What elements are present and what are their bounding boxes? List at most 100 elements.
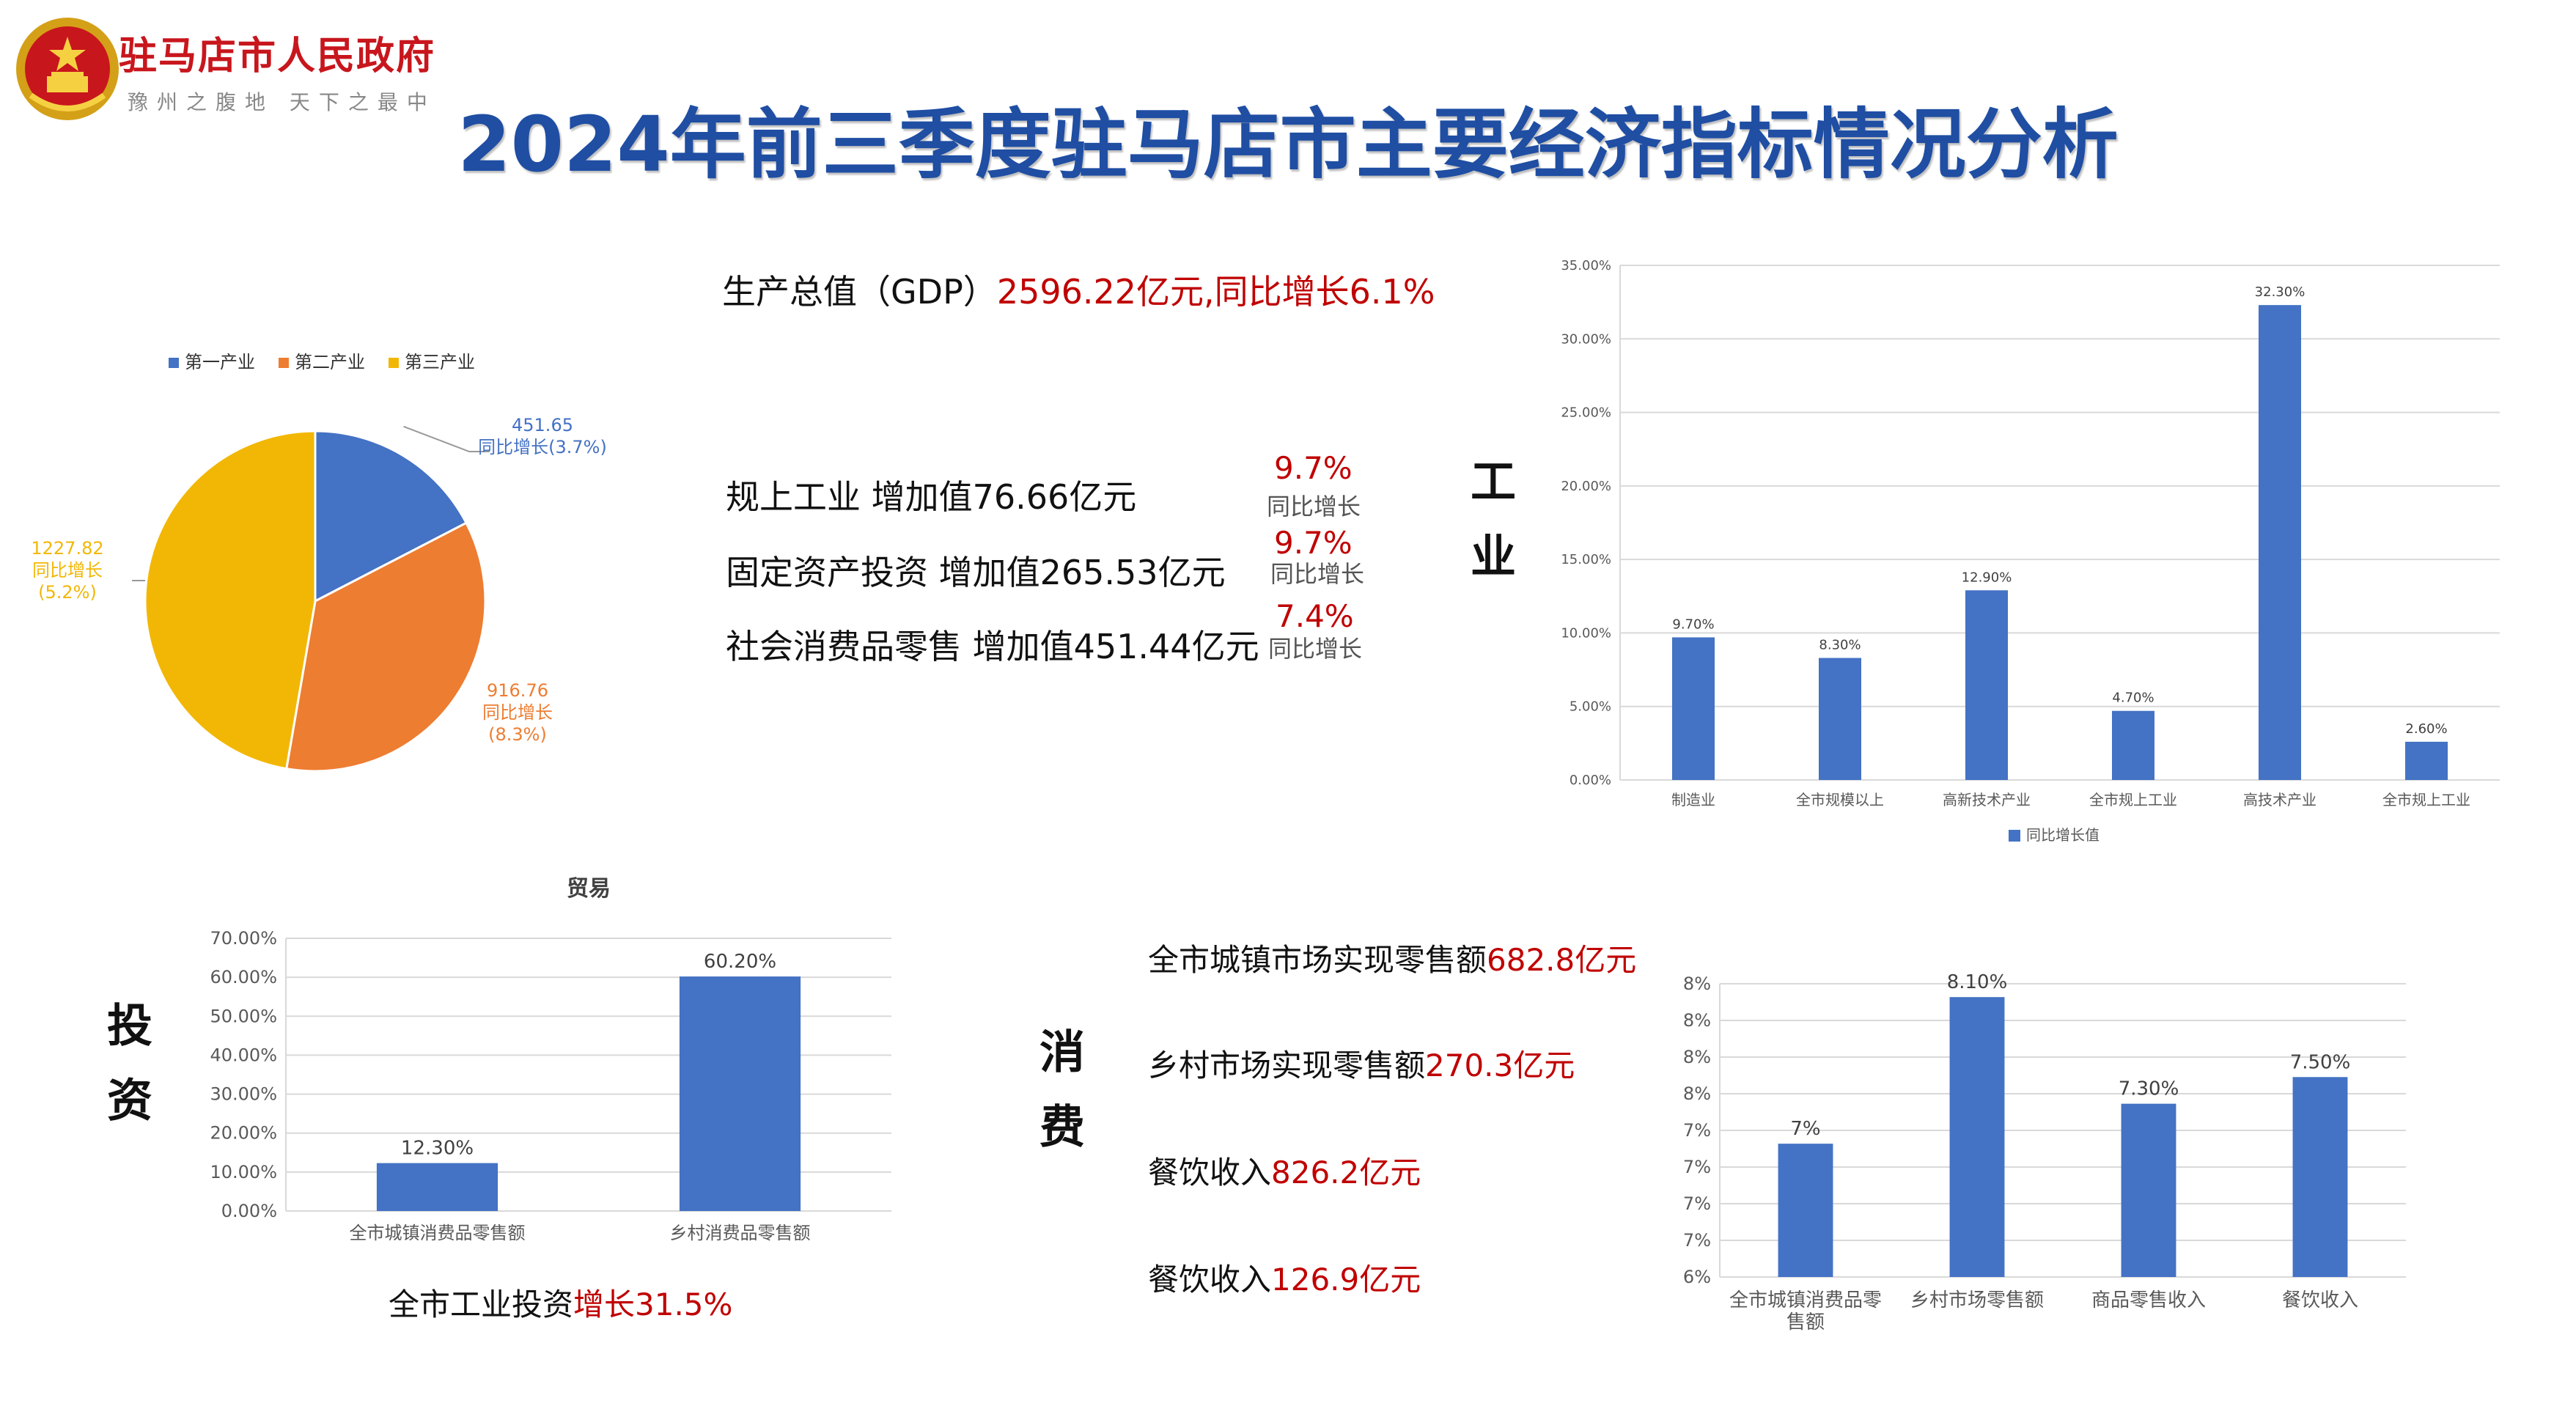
x-category-label: 餐饮收入 [2282,1289,2358,1311]
x-category-label: 商品零售收入 [2091,1289,2206,1311]
section-label-industry: 工业 [1462,457,1516,607]
y-tick-label: 30.00% [1561,331,1611,347]
x-category-label: 制造业 [1671,791,1715,809]
consumption-text-3: 餐饮收入826.2亿元 [1148,1148,1421,1193]
consumption-bar-chart: 6% 7% 7% 7% 7% 8% 8% 8% 8% 7% 全市城镇消费品零售额 8.10% 乡村市场零… [1683,971,2406,1333]
bar [1819,658,1861,780]
bar [1672,637,1715,780]
bar-data-label: 4.70% [2112,691,2154,706]
indicator-industry-note: 同比增长 [1267,493,1361,520]
pie-data-label-extra: (5.2%) [38,582,97,603]
section-label-investment: 投资 [99,1001,152,1151]
page-title: 2024年前三季度驻马店市主要经济指标情况分析 [457,100,2119,189]
x-category-label: 全市规上工业 [2089,791,2177,809]
y-tick-label: 25.00% [1561,405,1611,421]
x-category-label-cont: 售额 [1786,1311,1825,1333]
y-tick-label: 7% [1683,1157,1711,1177]
consumption-text-value: 826.2亿元 [1271,1155,1421,1190]
investment-caption-value: 增长31.5% [573,1287,733,1322]
y-tick-label: 8% [1683,1047,1711,1067]
pie-data-label-note: 同比增长 [482,702,553,723]
y-tick-label: 7% [1683,1230,1711,1251]
x-category-label: 乡村市场零售额 [1910,1289,2044,1311]
y-tick-label: 40.00% [210,1045,277,1065]
investment-caption: 全市工业投资增长31.5% [389,1280,732,1325]
x-category-label: 高技术产业 [2243,791,2316,809]
consumption-text-value: 270.3亿元 [1425,1048,1575,1083]
pie-data-label-note: 同比增长(3.7%) [478,437,607,457]
bar [1778,1144,1833,1277]
y-tick-label: 10.00% [1561,625,1611,641]
pie-data-label-value: 1227.82 [31,538,103,559]
y-tick-label: 8% [1683,974,1711,994]
y-tick-label: 8% [1683,1083,1711,1104]
consumption-text-label: 全市城镇市场实现零售额 [1148,942,1487,978]
bar-data-label: 60.20% [704,951,776,973]
bar-data-label: 12.90% [1962,570,2012,585]
consumption-text-1: 全市城镇市场实现零售额682.8亿元 [1148,935,1636,980]
bar [2259,305,2301,780]
y-tick-label: 15.00% [1561,552,1611,567]
bar [679,976,801,1211]
pie-data-label-note: 同比增长 [32,560,103,581]
pie-leader-line [403,425,490,452]
y-tick-label: 20.00% [1561,479,1611,494]
y-tick-label: 0.00% [1569,773,1611,788]
bar [2112,710,2154,780]
pie-slice [284,521,487,773]
org-slogan: 豫州之腹地 天下之最中 [128,90,436,114]
investment-caption-label: 全市工业投资 [389,1287,574,1322]
pie-data-label-value: 916.76 [487,680,548,701]
pie-slice [144,430,317,770]
indicator-industry-label: 规上工业 增加值76.66亿元 [726,477,1137,517]
y-tick-label: 5.00% [1569,699,1611,715]
bar-data-label: 8.10% [1947,971,2008,993]
bar [2292,1077,2348,1277]
x-category-label: 全市规模以上 [1796,791,1884,809]
gdp-value: 2596.22亿元,同比增长6.1% [996,272,1435,312]
y-tick-label: 7% [1683,1193,1711,1214]
y-tick-label: 30.00% [210,1084,277,1105]
bar-data-label: 32.30% [2255,284,2305,300]
legend-swatch [2009,830,2020,842]
indicator-investment-pct: 9.7% [1274,525,1353,561]
bar-data-label: 9.70% [1672,617,1714,632]
bar-data-label: 7.30% [2119,1078,2179,1100]
y-tick-label: 20.00% [210,1123,277,1144]
legend-label: 第三产业 [405,352,475,372]
bar-data-label: 2.60% [2405,721,2447,737]
bar-data-label: 7% [1790,1118,1820,1140]
y-tick-label: 0.00% [221,1201,277,1221]
x-category-label: 乡村消费品零售额 [670,1223,811,1243]
trade-bar-chart: 0.00% 10.00% 20.00% 30.00% 40.00% 50.00% 60.00… [210,876,891,1243]
industry-growth-bar-chart: 0.00% 5.00% 10.00% 15.00% 20.00% 25.00% 30.00%… [1561,258,2500,844]
consumption-text-value: 126.9亿元 [1271,1262,1421,1298]
bar [1965,590,2008,780]
bar-data-label: 7.50% [2290,1051,2351,1073]
bar-data-label: 12.30% [401,1138,474,1160]
consumption-text-4: 餐饮收入126.9亿元 [1148,1255,1421,1300]
legend-label: 同比增长值 [2026,826,2100,844]
y-tick-label: 35.00% [1561,258,1611,273]
government-emblem-icon [13,15,122,123]
gdp-pie-chart: 第一产业 第二产业 第三产业451.65同比增长(3.7%)916.76同比增长(8… [31,352,607,773]
legend-swatch [389,358,399,368]
y-tick-label: 10.00% [210,1162,277,1182]
indicator-consumption-note: 同比增长 [1268,635,1363,663]
y-tick-label: 70.00% [210,928,277,949]
legend-swatch [169,358,179,368]
y-tick-label: 50.00% [210,1006,277,1026]
x-category-label: 高新技术产业 [1943,791,2031,809]
org-name: 驻马店市人民政府 [119,34,436,78]
section-label-consumption: 消费 [1031,1028,1085,1177]
y-tick-label: 8% [1683,1010,1711,1031]
y-tick-label: 60.00% [210,967,277,987]
y-tick-label: 7% [1683,1120,1711,1141]
consumption-text-2: 乡村市场实现零售额270.3亿元 [1148,1041,1575,1086]
bar [1949,997,2005,1277]
pie-data-label-value: 451.65 [512,415,573,435]
legend-swatch [279,358,289,368]
indicator-consumption-pct: 7.4% [1276,598,1354,634]
indicator-investment-label: 固定资产投资 增加值265.53亿元 [726,553,1226,592]
bar-data-label: 8.30% [1819,638,1861,653]
